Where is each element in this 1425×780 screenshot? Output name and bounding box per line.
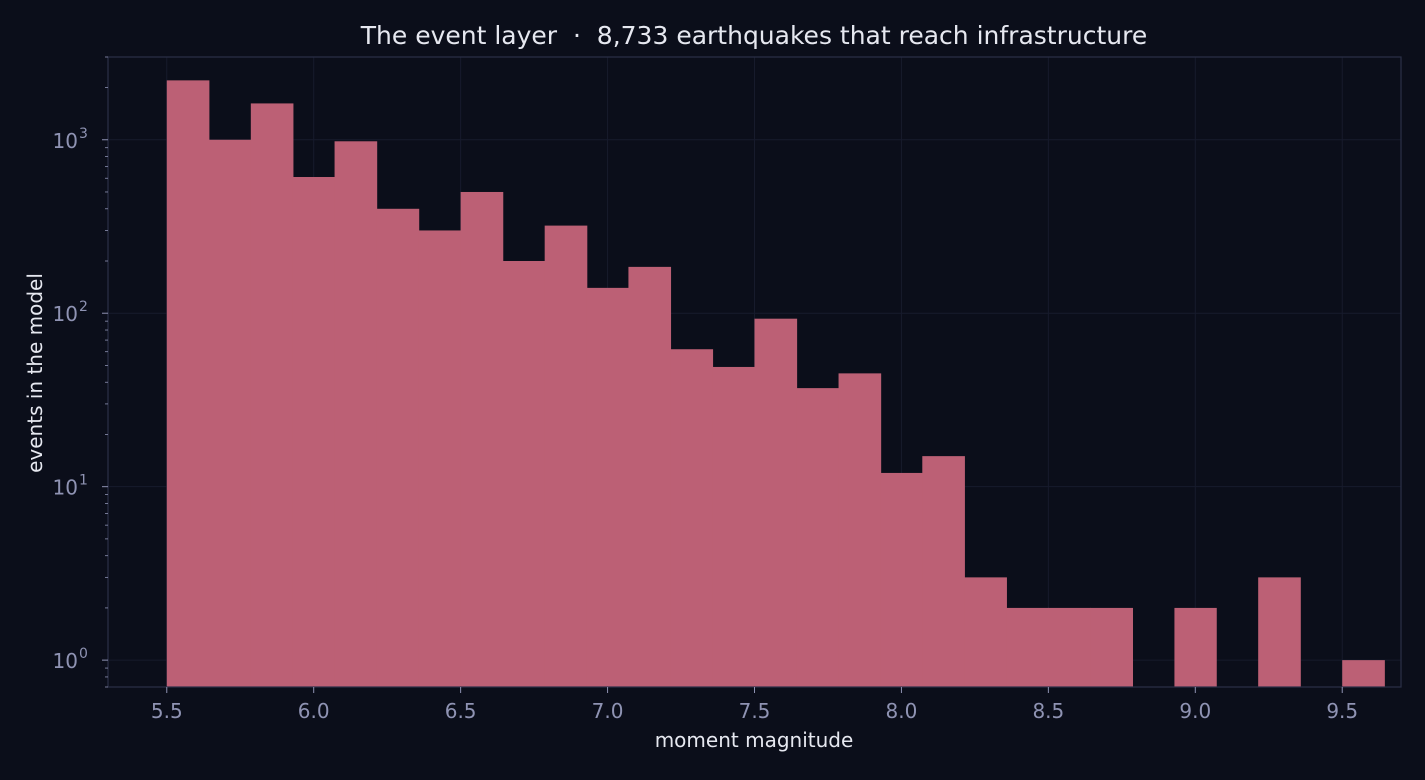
histogram-bar [1048,607,1091,687]
histogram-bar [544,225,588,687]
histogram-bar [208,139,252,688]
x-tick-label: 8.0 [886,699,918,723]
axes [102,56,1402,693]
histogram-bar [460,191,504,687]
x-tick-label: 6.5 [445,699,477,723]
histogram-bar [502,261,546,687]
y-tick-label: 10 [53,302,78,326]
histogram-bar [418,230,462,688]
y-tick-label: 10 [53,129,78,153]
histogram-bar [1174,607,1217,687]
histogram-bar [922,456,965,687]
y-tick-exponent: 0 [79,646,88,662]
histogram-bar [292,176,336,687]
y-tick-label: 10 [53,649,78,673]
y-tick-exponent: 2 [79,299,88,315]
x-tick-label: 7.5 [739,699,771,723]
y-axis-label: events in the model [23,273,47,473]
histogram-bar [586,287,630,687]
x-tick-label: 7.0 [592,699,624,723]
x-tick-label: 5.5 [151,699,183,723]
histogram-bar [796,388,840,687]
y-tick-exponent: 3 [79,126,88,142]
histogram-bar [838,373,882,687]
x-tick-label: 8.5 [1032,699,1064,723]
x-tick-label: 9.5 [1326,699,1358,723]
histogram-bar [670,349,714,687]
histogram-bar [250,103,294,687]
histogram-bars [166,80,1385,688]
y-tick-label: 10 [53,476,78,500]
histogram-bar [628,266,672,687]
x-tick-label: 6.0 [298,699,330,723]
x-tick-label: 9.0 [1179,699,1211,723]
y-tick-exponent: 1 [79,473,88,489]
histogram-bar [334,141,378,688]
x-axis-label: moment magnitude [655,728,854,752]
histogram-bar [1090,607,1134,687]
histogram-bar [166,80,210,687]
histogram-bar [376,208,420,688]
histogram-bar [1006,607,1049,687]
histogram-bar [1258,577,1301,687]
histogram-bar [754,318,798,687]
histogram-bar [1342,660,1385,687]
histogram-bar [880,472,923,687]
chart-title: The event layer · 8,733 earthquakes that… [360,21,1148,50]
histogram-bar [712,366,756,687]
histogram-bar [964,577,1007,687]
